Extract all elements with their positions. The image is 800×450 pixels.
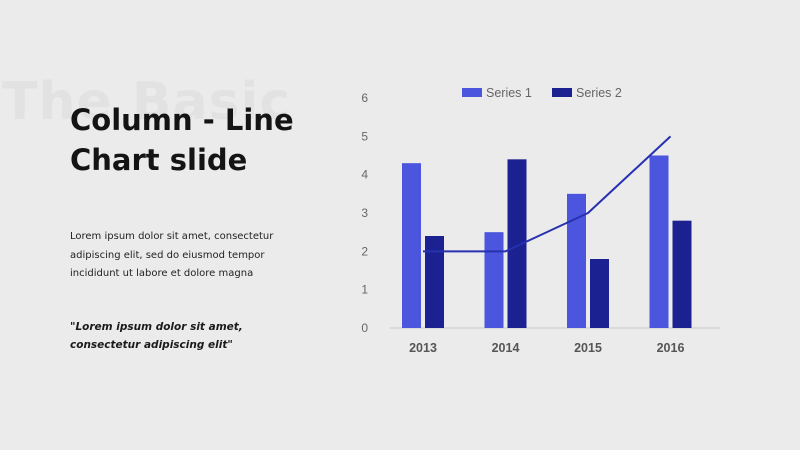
legend-label-series-2: Series 2 bbox=[576, 86, 622, 100]
bar-series-2-2015 bbox=[590, 259, 609, 328]
bar-series-2-2013 bbox=[425, 236, 444, 328]
body-paragraph: Lorem ipsum dolor sit amet, consectetur … bbox=[70, 231, 274, 279]
x-tick-label-2016: 2016 bbox=[657, 341, 685, 355]
y-tick-label: 3 bbox=[361, 206, 368, 220]
slide-title: Column - Line Chart slide bbox=[70, 100, 350, 180]
y-tick-label: 6 bbox=[361, 91, 368, 105]
legend-swatch-series-2 bbox=[552, 88, 572, 97]
bar-series-1-2016 bbox=[649, 155, 669, 328]
slide-title-line-1: Column - Line bbox=[70, 103, 294, 137]
y-tick-label: 4 bbox=[361, 168, 368, 182]
x-tick-label-2013: 2013 bbox=[409, 341, 437, 355]
y-tick-label: 1 bbox=[361, 283, 368, 297]
bar-series-1-2013 bbox=[402, 163, 421, 328]
quote-text: "Lorem ipsum dolor sit amet, consectetur… bbox=[70, 321, 243, 351]
bar-series-1-2014 bbox=[484, 232, 504, 328]
bar-series-2-2014 bbox=[507, 159, 527, 328]
legend-swatch-series-1 bbox=[462, 88, 482, 97]
y-tick-label: 0 bbox=[361, 321, 368, 335]
watermark-text: The Basic bbox=[2, 72, 292, 132]
bar-series-1-2015 bbox=[567, 193, 586, 328]
line-series bbox=[423, 135, 672, 253]
legend-label-series-1: Series 1 bbox=[486, 86, 532, 100]
slide-title-line-2: Chart slide bbox=[70, 143, 248, 177]
x-tick-label-2014: 2014 bbox=[492, 341, 520, 355]
x-tick-label-2015: 2015 bbox=[574, 341, 602, 355]
bar-series-2-2016 bbox=[672, 220, 692, 328]
column-line-chart: 0 1 2 3 4 5 6 2013 2014 2015 2016 Series 1 Series 2 bbox=[361, 86, 720, 355]
y-tick-label: 5 bbox=[361, 129, 368, 143]
y-tick-label: 2 bbox=[361, 244, 368, 258]
